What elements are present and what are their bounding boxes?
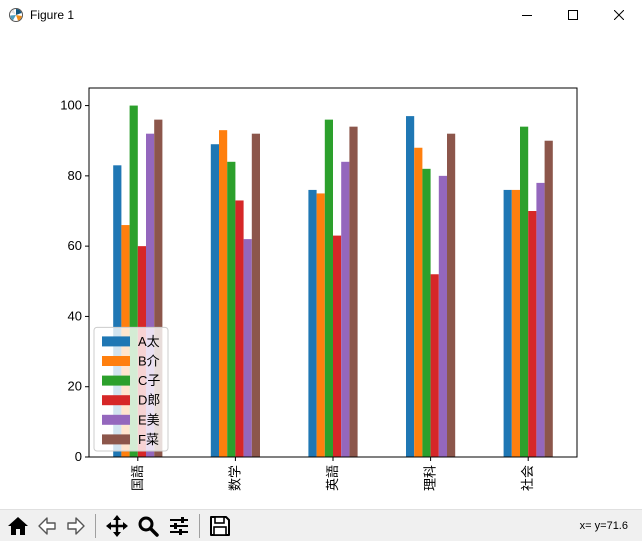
y-tick-label: 100: [60, 98, 82, 113]
bar-2-2: [219, 130, 228, 457]
bar-6-5: [544, 140, 553, 457]
y-tick-label: 60: [68, 238, 82, 253]
back-arrow-icon: [38, 517, 56, 535]
forward-button[interactable]: [62, 512, 90, 540]
navigation-toolbar: x= y=71.6: [0, 509, 642, 541]
bar-6-2: [251, 133, 260, 457]
minimize-icon: [522, 15, 532, 16]
home-icon: [8, 517, 28, 535]
bar-3-2: [227, 161, 236, 458]
y-tick-label: 80: [68, 168, 82, 183]
sliders-icon: [170, 517, 188, 535]
forward-arrow-icon: [67, 517, 85, 535]
x-axis: 国語 数学 英語 理科 社会: [130, 457, 535, 491]
y-tick-label: 20: [68, 379, 82, 394]
bar-5-2: [243, 239, 252, 457]
y-axis: 0 20 40 60 80 100: [60, 98, 89, 464]
pan-button[interactable]: [103, 512, 131, 540]
bar-4-5: [528, 211, 537, 457]
minimize-button[interactable]: [504, 0, 550, 30]
bar-5-4: [438, 175, 447, 457]
legend-swatch: [102, 395, 130, 406]
bar-6-3: [349, 126, 358, 458]
bar-2-5: [511, 189, 520, 457]
bar-6-1: [154, 119, 163, 457]
bar-4-4: [430, 274, 439, 457]
bar-1-1: [113, 165, 122, 458]
window-controls: [504, 0, 642, 30]
legend-swatch: [102, 414, 130, 425]
home-button[interactable]: [4, 512, 32, 540]
matplotlib-app-icon: [9, 8, 23, 22]
bar-5-5: [536, 182, 545, 457]
window-title: Figure 1: [30, 8, 75, 22]
cursor-coordinates: x= y=71.6: [579, 520, 628, 532]
configure-subplots-button[interactable]: [165, 512, 193, 540]
bar-5-3: [341, 161, 350, 458]
legend-label: C子: [138, 373, 160, 388]
figure-canvas[interactable]: 0 20 40 60 80 100 国語 数学 英語 理科 社会 A太 B介 C子 D郎 E美 F菜: [0, 30, 642, 509]
x-tick-label: 理科: [423, 465, 438, 491]
maximize-icon: [568, 10, 578, 20]
close-icon: [614, 10, 624, 20]
legend-swatch: [102, 375, 130, 386]
save-button[interactable]: [206, 512, 234, 540]
legend: A太 B介 C子 D郎 E美 F菜: [93, 326, 169, 452]
save-icon: [210, 516, 230, 536]
legend-label: A太: [138, 334, 160, 349]
bar-3-1: [129, 105, 138, 458]
legend-label: B介: [138, 354, 160, 369]
maximize-button[interactable]: [550, 0, 596, 30]
bar-4-3: [333, 235, 342, 457]
x-tick-label: 社会: [520, 465, 535, 491]
bar-5-1: [146, 133, 155, 457]
toolbar-separator: [199, 514, 200, 538]
x-tick-label: 国語: [130, 465, 145, 491]
move-icon: [106, 515, 128, 537]
bar-1-5: [503, 189, 512, 457]
x-tick-label: 数学: [227, 465, 242, 491]
x-tick-label: 英語: [325, 465, 340, 491]
bar-4-2: [235, 200, 244, 457]
title-bar: Figure 1: [0, 0, 642, 30]
legend-swatch: [102, 434, 130, 445]
bar-3-4: [422, 168, 431, 458]
bar-2-3: [316, 193, 325, 457]
bar-chart: 0 20 40 60 80 100 国語 数学 英語 理科 社会 A太 B介 C子 D郎 E美 F菜: [0, 30, 642, 509]
legend-swatch: [102, 356, 130, 366]
bar-1-3: [308, 189, 317, 457]
legend-swatch: [102, 336, 130, 347]
y-tick-label: 0: [75, 449, 82, 464]
plot-frame: [88, 87, 578, 458]
close-button[interactable]: [596, 0, 642, 30]
zoom-button[interactable]: [134, 512, 162, 540]
zoom-icon: [138, 516, 159, 537]
toolbar-separator: [95, 514, 96, 538]
legend-label: E美: [138, 412, 160, 427]
bar-3-3: [324, 119, 333, 457]
bar-1-2: [210, 144, 219, 457]
back-button[interactable]: [33, 512, 61, 540]
bar-6-4: [447, 133, 456, 457]
legend-label: F菜: [138, 432, 159, 447]
bar-3-5: [520, 126, 529, 458]
bar-2-4: [414, 147, 423, 457]
bar-1-4: [406, 116, 415, 457]
legend-label: D郎: [138, 393, 160, 408]
y-tick-label: 40: [68, 308, 82, 323]
